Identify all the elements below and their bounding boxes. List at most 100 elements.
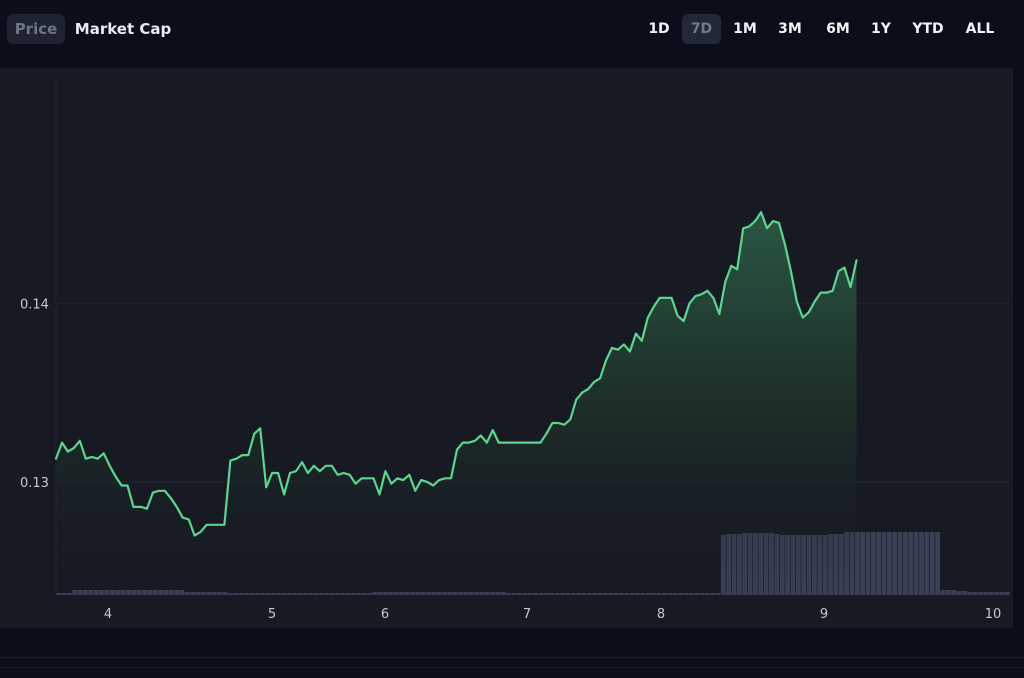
price-point (271, 472, 273, 474)
price-point (509, 441, 511, 443)
price-point (193, 534, 195, 536)
volume-bar (940, 590, 946, 595)
price-point (486, 441, 488, 443)
price-point (176, 506, 178, 508)
x-tick-label: 4 (104, 607, 112, 622)
price-point (837, 270, 839, 272)
price-point (814, 300, 816, 302)
price-point (259, 427, 261, 429)
price-point (301, 461, 303, 463)
price-point (629, 350, 631, 352)
volume-bar (860, 532, 865, 595)
range-6m-button[interactable]: 6M (826, 21, 850, 37)
price-point (712, 297, 714, 299)
price-point (665, 297, 667, 299)
volume-bar (929, 532, 935, 595)
price-point (826, 291, 828, 293)
range-1d-button[interactable]: 1D (648, 21, 670, 37)
price-point (295, 470, 297, 472)
volume-bar (854, 532, 860, 595)
x-tick-label: 9 (820, 607, 828, 622)
y-tick-label: 0.14 (20, 297, 49, 312)
price-point (223, 524, 225, 526)
price-point (114, 475, 116, 477)
price-point (831, 290, 833, 292)
price-point (343, 472, 345, 474)
price-point (85, 458, 87, 460)
price-point (247, 454, 249, 456)
price-point (635, 332, 637, 334)
volume-bar (994, 592, 999, 595)
price-point (659, 297, 661, 299)
price-point (670, 297, 672, 299)
y-tick-label: 0.13 (20, 476, 49, 491)
price-point (205, 524, 207, 526)
price-point (462, 441, 464, 443)
price-point (468, 441, 470, 443)
volume-bar (908, 532, 914, 595)
price-area-fill (56, 212, 857, 598)
price-point (97, 458, 99, 460)
price-point (766, 227, 768, 229)
price-point (426, 481, 428, 483)
price-point (372, 477, 374, 479)
price-point (432, 484, 434, 486)
volume-bar (876, 532, 882, 595)
range-1m-button[interactable]: 1M (733, 21, 757, 37)
price-point (724, 281, 726, 283)
price-point (575, 399, 577, 401)
price-point (229, 459, 231, 461)
price-point (730, 265, 732, 267)
price-point (796, 300, 798, 302)
range-1y-button[interactable]: 1Y (871, 21, 891, 37)
price-point (164, 490, 166, 492)
price-point (533, 441, 535, 443)
price-point (706, 290, 708, 292)
price-point (325, 465, 327, 467)
price-point (843, 266, 845, 268)
price-point (784, 243, 786, 245)
price-point (378, 493, 380, 495)
price-point (289, 472, 291, 474)
price-point (360, 477, 362, 479)
price-point (55, 458, 57, 460)
chart-toolbar: Price Market Cap 1D 7D 1M 3M 6M 1Y YTD A… (0, 0, 1024, 68)
price-point (527, 441, 529, 443)
x-tick-label: 5 (268, 607, 276, 622)
price-point (277, 472, 279, 474)
price-point (474, 440, 476, 442)
tab-price[interactable]: Price (7, 14, 65, 44)
footer-divider (0, 657, 1024, 658)
volume-bar (1004, 592, 1010, 595)
volume-bar (892, 532, 898, 595)
price-point (331, 465, 333, 467)
price-point (778, 222, 780, 224)
price-point (551, 422, 553, 424)
price-point (754, 220, 756, 222)
volume-bar (881, 532, 887, 595)
price-point (480, 434, 482, 436)
tab-market-cap[interactable]: Market Cap (74, 20, 172, 38)
volume-bar (951, 590, 957, 595)
price-point (420, 479, 422, 481)
price-point (265, 486, 267, 488)
x-tick-label: 6 (381, 607, 389, 622)
price-point (504, 441, 506, 443)
range-all-button[interactable]: ALL (965, 21, 995, 37)
price-point (557, 422, 559, 424)
price-point (349, 474, 351, 476)
volume-bar (865, 532, 871, 595)
volume-bar (988, 592, 994, 595)
volume-bar (903, 532, 908, 595)
price-point (313, 465, 315, 467)
x-tick-label: 10 (985, 607, 1002, 622)
range-7d-button[interactable]: 7D (682, 14, 721, 44)
price-point (390, 483, 392, 485)
price-point (152, 491, 154, 493)
range-ytd-button[interactable]: YTD (912, 21, 944, 37)
price-point (808, 311, 810, 313)
price-point (623, 343, 625, 345)
range-3m-button[interactable]: 3M (778, 21, 802, 37)
price-point (199, 531, 201, 533)
